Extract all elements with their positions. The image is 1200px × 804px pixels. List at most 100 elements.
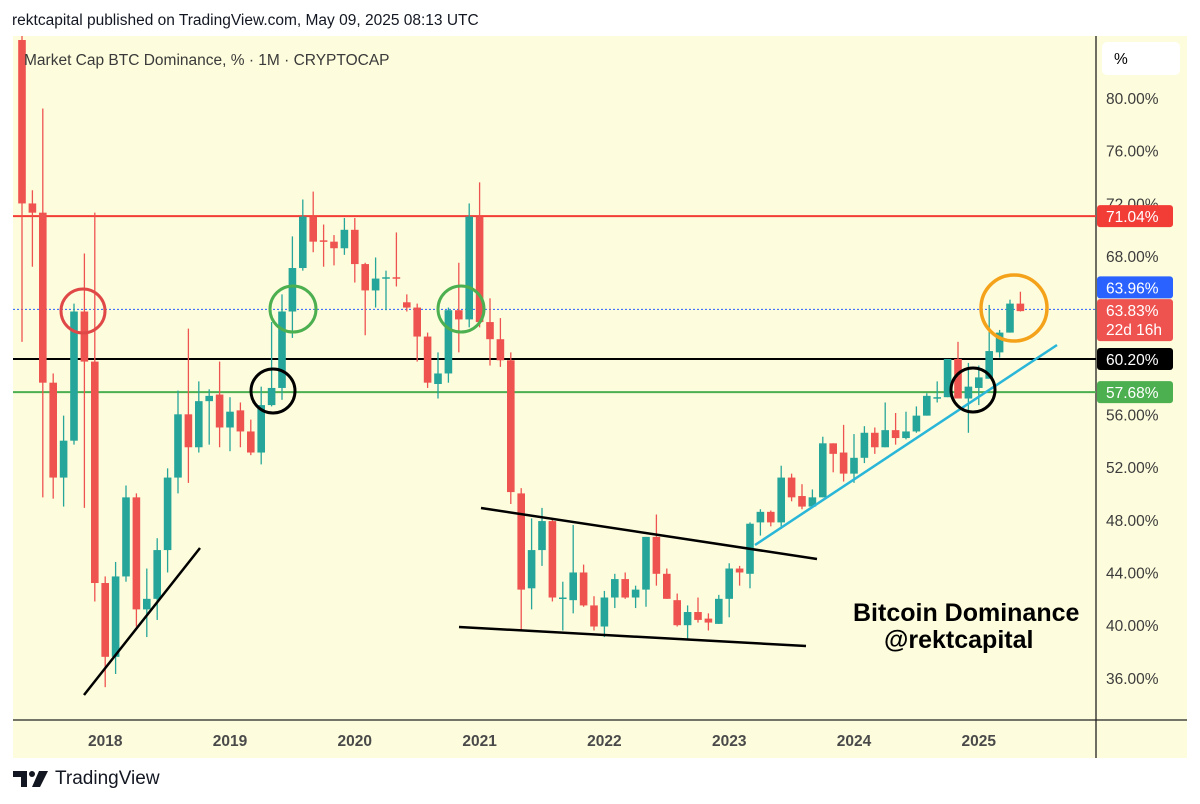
candle[interactable] xyxy=(850,434,858,483)
candle[interactable] xyxy=(205,389,213,445)
candle[interactable] xyxy=(319,224,328,267)
candle[interactable] xyxy=(1006,299,1014,333)
candle[interactable] xyxy=(673,593,681,627)
candle[interactable] xyxy=(923,393,931,416)
candle[interactable] xyxy=(278,294,286,400)
candle[interactable] xyxy=(371,257,380,308)
green-circle-marker[interactable] xyxy=(436,284,486,334)
candle[interactable] xyxy=(465,203,473,328)
candle[interactable] xyxy=(860,426,869,464)
candle[interactable] xyxy=(756,509,765,536)
candle[interactable] xyxy=(694,597,702,623)
candle[interactable] xyxy=(257,386,265,465)
candle[interactable] xyxy=(600,590,609,638)
candle[interactable] xyxy=(153,538,161,620)
candle[interactable] xyxy=(122,485,130,582)
candle[interactable] xyxy=(933,381,941,403)
candle[interactable] xyxy=(954,341,962,399)
candle[interactable] xyxy=(569,525,577,614)
black-circle-marker[interactable] xyxy=(249,367,297,415)
candle[interactable] xyxy=(704,613,713,631)
candle[interactable] xyxy=(215,361,224,448)
candle[interactable] xyxy=(808,489,817,507)
candle[interactable] xyxy=(975,365,983,406)
candle[interactable] xyxy=(829,443,837,473)
candle[interactable] xyxy=(579,564,588,607)
candle[interactable] xyxy=(184,328,193,483)
candle[interactable] xyxy=(195,381,203,453)
candle[interactable] xyxy=(683,605,692,640)
candle[interactable] xyxy=(891,413,900,445)
candle[interactable] xyxy=(91,212,99,602)
candle[interactable] xyxy=(663,568,671,599)
candle[interactable] xyxy=(943,358,952,398)
green-circle-marker[interactable] xyxy=(268,284,318,334)
candle[interactable] xyxy=(444,307,453,383)
candle[interactable] xyxy=(236,402,245,448)
candle[interactable] xyxy=(163,468,172,573)
candle[interactable] xyxy=(631,585,640,609)
candle[interactable] xyxy=(642,536,650,607)
candle[interactable] xyxy=(28,190,37,267)
candle[interactable] xyxy=(559,581,567,631)
candle[interactable] xyxy=(143,568,151,638)
candle[interactable] xyxy=(403,294,411,312)
candle[interactable] xyxy=(995,329,1004,358)
candle[interactable] xyxy=(340,217,349,255)
candle[interactable] xyxy=(777,465,785,529)
candle[interactable] xyxy=(247,419,255,456)
orange-circle-marker[interactable] xyxy=(979,273,1049,343)
candle[interactable] xyxy=(902,411,910,440)
candle[interactable] xyxy=(226,397,234,452)
candle[interactable] xyxy=(798,484,806,510)
candle[interactable] xyxy=(39,108,47,498)
candle[interactable] xyxy=(621,572,629,599)
candle[interactable] xyxy=(70,303,78,445)
candle[interactable] xyxy=(590,596,598,631)
candle[interactable] xyxy=(174,390,182,494)
candle[interactable] xyxy=(964,362,973,433)
candle[interactable] xyxy=(871,427,879,454)
candle[interactable] xyxy=(985,304,993,379)
candle[interactable] xyxy=(652,514,661,586)
candle[interactable] xyxy=(1016,291,1025,312)
candle[interactable] xyxy=(486,298,494,366)
tradingview-footer[interactable]: TradingView xyxy=(13,768,160,790)
candle[interactable] xyxy=(392,232,401,287)
candle[interactable] xyxy=(382,270,390,311)
wedge-upper-line[interactable] xyxy=(480,506,818,561)
wedge-lower-line[interactable] xyxy=(458,625,807,648)
candle[interactable] xyxy=(912,406,921,433)
red-circle-marker[interactable] xyxy=(59,287,107,335)
candle[interactable] xyxy=(309,191,317,253)
candle[interactable] xyxy=(787,473,796,502)
candle[interactable] xyxy=(475,182,484,328)
candle[interactable] xyxy=(839,424,848,482)
uptrend-line[interactable] xyxy=(754,343,1058,547)
candle[interactable] xyxy=(517,488,525,631)
candle[interactable] xyxy=(351,217,359,283)
candle[interactable] xyxy=(423,332,432,388)
candle[interactable] xyxy=(507,352,515,504)
black-circle-marker[interactable] xyxy=(949,366,997,414)
candle[interactable] xyxy=(881,402,889,448)
support-trendline-2018[interactable] xyxy=(83,547,201,696)
candle[interactable] xyxy=(819,436,827,498)
candle[interactable] xyxy=(496,318,505,367)
candle[interactable] xyxy=(80,253,89,508)
candle[interactable] xyxy=(132,493,141,627)
candle[interactable] xyxy=(725,563,733,618)
candle[interactable] xyxy=(18,35,26,342)
candle[interactable] xyxy=(611,573,619,609)
candle[interactable] xyxy=(330,235,338,266)
candle[interactable] xyxy=(548,518,557,602)
candle[interactable] xyxy=(527,518,536,610)
scale-button[interactable] xyxy=(1102,42,1180,75)
candle[interactable] xyxy=(413,303,421,362)
candle[interactable] xyxy=(49,373,57,499)
candle[interactable] xyxy=(434,352,442,399)
candle[interactable] xyxy=(767,510,775,527)
candle[interactable] xyxy=(361,262,369,336)
candle[interactable] xyxy=(299,199,307,271)
